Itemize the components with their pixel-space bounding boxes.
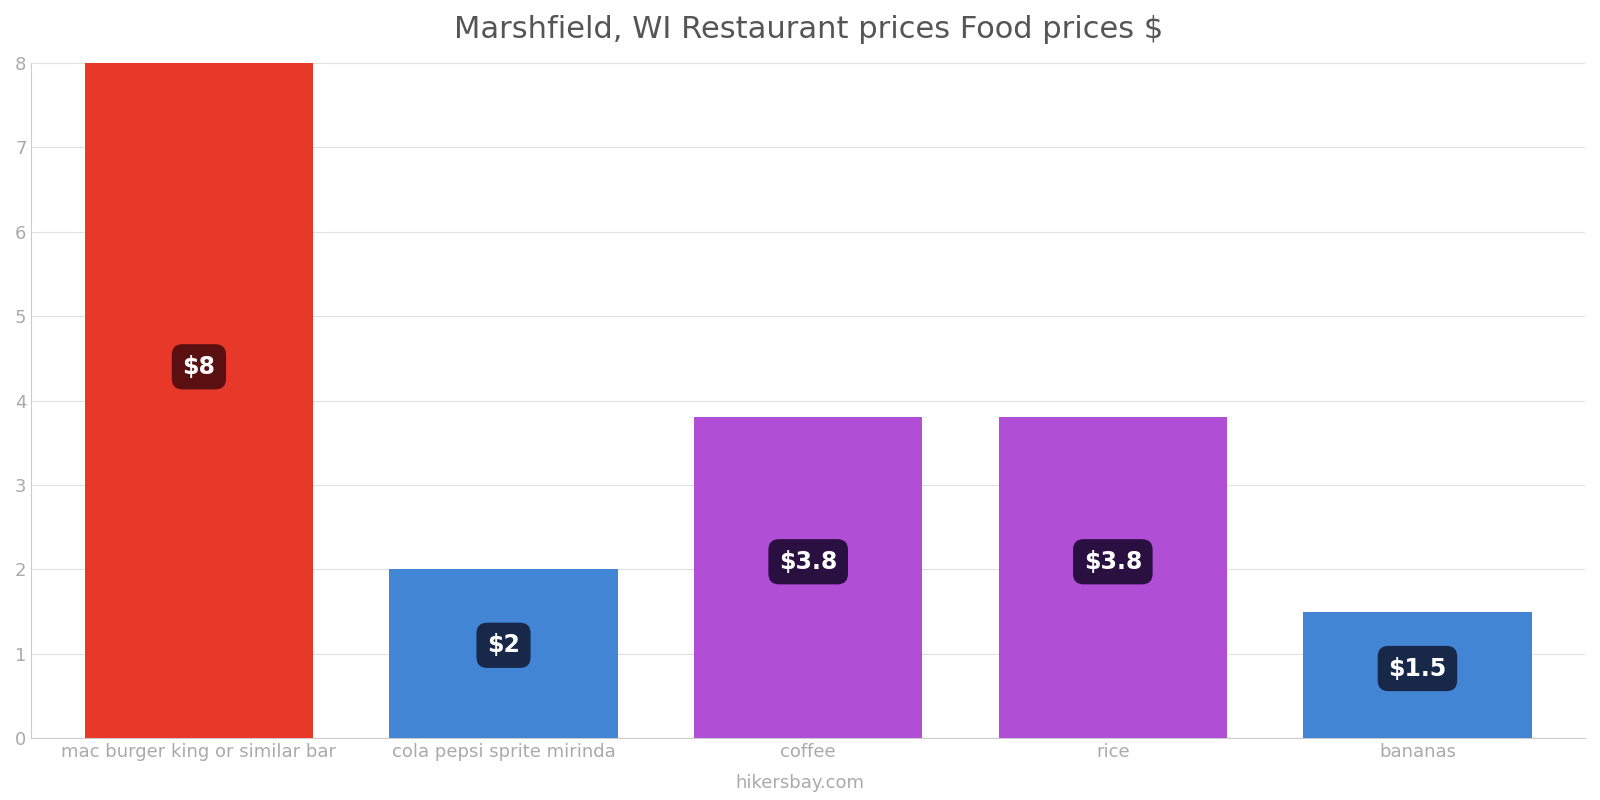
Text: $2: $2 xyxy=(486,634,520,658)
Text: hikersbay.com: hikersbay.com xyxy=(736,774,864,792)
Bar xyxy=(694,418,923,738)
Bar xyxy=(1304,611,1531,738)
Text: $8: $8 xyxy=(182,355,216,379)
Bar xyxy=(998,418,1227,738)
Title: Marshfield, WI Restaurant prices Food prices $: Marshfield, WI Restaurant prices Food pr… xyxy=(453,15,1163,44)
Text: $1.5: $1.5 xyxy=(1389,657,1446,681)
Text: $3.8: $3.8 xyxy=(779,550,837,574)
Bar xyxy=(389,570,618,738)
Text: $3.8: $3.8 xyxy=(1083,550,1142,574)
Bar xyxy=(85,63,314,738)
